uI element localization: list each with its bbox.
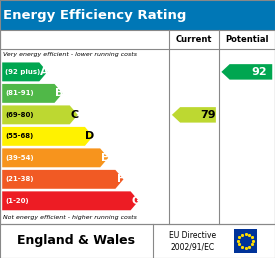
Text: 79: 79 <box>200 110 215 120</box>
Text: Very energy efficient - lower running costs: Very energy efficient - lower running co… <box>3 52 137 58</box>
Text: A: A <box>40 67 49 77</box>
Text: D: D <box>85 131 95 141</box>
Bar <box>0 0 275 30</box>
Text: G: G <box>131 196 140 206</box>
Text: (92 plus): (92 plus) <box>5 69 40 75</box>
Text: (69-80): (69-80) <box>5 112 34 118</box>
Bar <box>0 30 275 224</box>
Text: E: E <box>101 153 109 163</box>
Polygon shape <box>172 107 216 123</box>
Text: Energy Efficiency Rating: Energy Efficiency Rating <box>3 9 187 22</box>
Polygon shape <box>2 127 93 146</box>
Text: C: C <box>71 110 79 120</box>
Polygon shape <box>2 170 123 189</box>
Text: B: B <box>55 88 64 98</box>
Text: EU Directive
2002/91/EC: EU Directive 2002/91/EC <box>169 231 217 251</box>
Text: 92: 92 <box>251 67 267 77</box>
Bar <box>234 229 257 253</box>
Text: (21-38): (21-38) <box>5 176 34 182</box>
Text: Potential: Potential <box>225 35 269 44</box>
Text: F: F <box>117 174 124 184</box>
Text: (55-68): (55-68) <box>5 133 33 139</box>
Text: (81-91): (81-91) <box>5 90 34 96</box>
Text: Current: Current <box>176 35 212 44</box>
Polygon shape <box>2 148 108 167</box>
Text: England & Wales: England & Wales <box>17 235 135 247</box>
Polygon shape <box>2 84 63 103</box>
Text: (1-20): (1-20) <box>5 198 29 204</box>
Polygon shape <box>2 106 78 124</box>
Text: Not energy efficient - higher running costs: Not energy efficient - higher running co… <box>3 215 137 220</box>
Polygon shape <box>2 62 47 81</box>
Text: (39-54): (39-54) <box>5 155 34 161</box>
Polygon shape <box>221 64 272 80</box>
Polygon shape <box>2 191 139 210</box>
